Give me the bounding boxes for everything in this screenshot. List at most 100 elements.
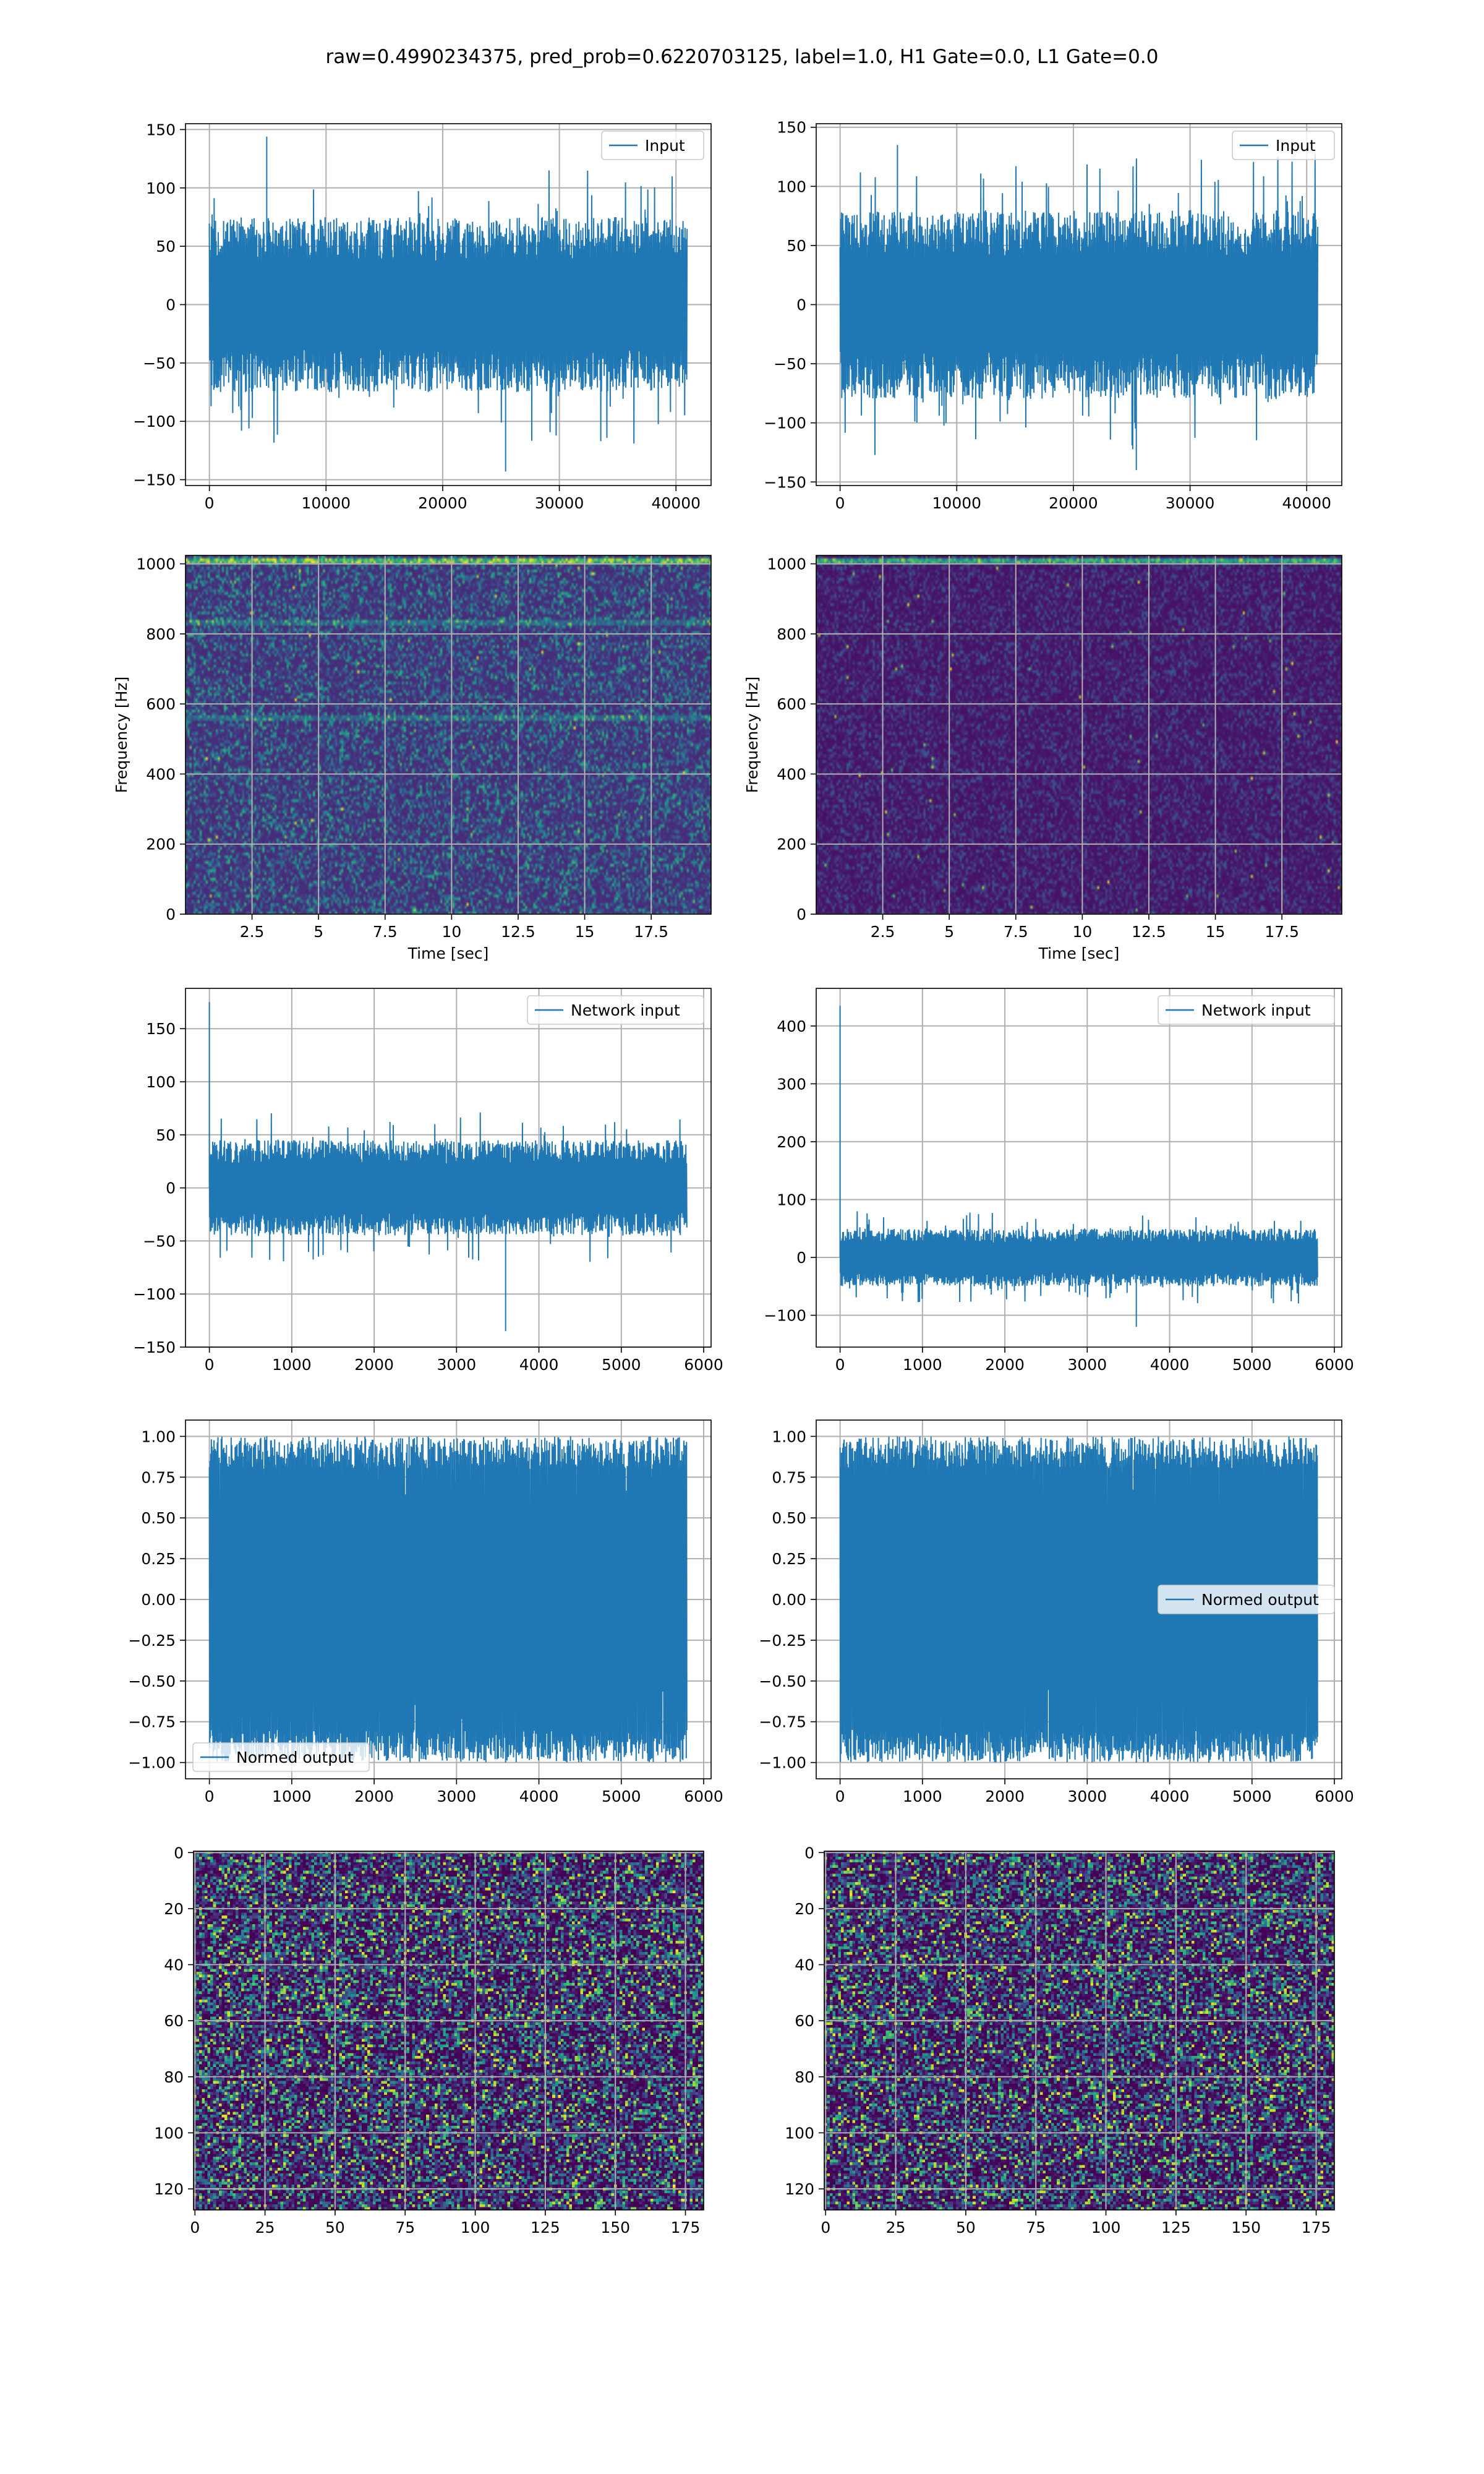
l1-network-input-xticks: 0 1000 2000 3000 4000 5000 6000 — [835, 1347, 1354, 1374]
h1-normed-output-xtick-label: 0 — [205, 1787, 215, 1805]
h1-input-ytick-label: −50 — [143, 354, 176, 372]
h1-input-ytick-label: 50 — [156, 238, 176, 255]
h1-network-input-axes: 0 1000 2000 3000 4000 5000 6000 −150 −100 −50 0 50 1… — [133, 988, 723, 1374]
h1-matrix-ytick-label: 20 — [164, 1900, 184, 1918]
h1-matrix-axes: 0 25 50 75 100 125 150 175 0 20 40 60 80 100 120 — [154, 1844, 704, 2236]
l1-network-input-ytick-label: 100 — [777, 1191, 806, 1209]
h1-spectrogram-grid — [186, 555, 711, 915]
h1-matrix-grid — [194, 1851, 704, 2210]
l1-input-legend-label: Input — [1276, 137, 1316, 155]
h1-input-yticks: −150 −100 −50 0 50 100 150 — [133, 121, 186, 489]
l1-normed-output-axes: 0 1000 2000 3000 4000 5000 6000 −1.00 −0.75 −0.50… — [759, 1419, 1354, 1805]
h1-spectrogram-xticks: 2.5 5 7.5 10 12.5 15 17.5 — [240, 914, 668, 941]
h1-spectrogram-xtick-label: 2.5 — [240, 923, 265, 941]
h1-network-input-xtick-label: 6000 — [684, 1356, 723, 1374]
h1-spectrogram-axes: 2.5 5 7.5 10 12.5 15 17.5 0 200 400 600 800 1000 Time… — [113, 555, 712, 962]
l1-input-ytick-label: −100 — [764, 414, 806, 432]
l1-input-series-line — [839, 145, 1319, 471]
l1-matrix-xtick-label: 175 — [1302, 2219, 1331, 2236]
l1-spectrogram-ytick-label: 400 — [777, 765, 806, 783]
h1-network-input-ytick-label: −150 — [133, 1338, 176, 1356]
l1-input-ytick-label: 100 — [777, 178, 806, 195]
l1-spectrogram-xticks: 2.5 5 7.5 10 12.5 15 17.5 — [871, 914, 1299, 941]
h1-matrix-xtick-label: 0 — [190, 2219, 200, 2236]
h1-network-input-xtick-label: 3000 — [437, 1356, 477, 1374]
h1-network-input-xtick-label: 1000 — [272, 1356, 312, 1374]
h1-input-xtick-label: 0 — [205, 494, 215, 512]
h1-spectrogram-xtick-label: 17.5 — [634, 923, 668, 941]
h1-input-axes: 0 10000 20000 30000 40000 −150 −100 −50 0 50 100 15… — [133, 121, 712, 512]
l1-normed-output-ytick-label: −0.50 — [759, 1672, 806, 1690]
l1-normed-output-xtick-label: 0 — [835, 1787, 845, 1805]
l1-matrix-xtick-label: 50 — [956, 2219, 976, 2236]
h1-normed-output-axes: 0 1000 2000 3000 4000 5000 6000 −1.00 −0.75 −0.50… — [128, 1419, 723, 1805]
h1-normed-output-legend-box — [192, 1742, 370, 1772]
figure-suptitle: raw=0.4990234375, pred_prob=0.6220703125… — [326, 46, 1159, 68]
h1-spectrogram-ytick-label: 800 — [146, 625, 176, 643]
l1-normed-output-xtick-label: 5000 — [1232, 1787, 1272, 1805]
l1-matrix-frame — [824, 1851, 1335, 2211]
h1-input-legend-label: Input — [645, 137, 685, 155]
l1-matrix-xticks: 0 25 50 75 100 125 150 175 — [821, 2210, 1331, 2236]
l1-spectrogram-ytick-label: 600 — [777, 695, 806, 713]
h1-spectrogram-yticks: 0 200 400 600 800 1000 — [136, 555, 186, 923]
l1-normed-output-yticks: −1.00 −0.75 −0.50 −0.25 0.00 0.25 0.50 0.75 1.00 — [759, 1427, 816, 1772]
l1-input-yticks: −150 −100 −50 0 50 100 150 — [764, 119, 816, 491]
l1-normed-output-legend: Normed output — [1158, 1585, 1335, 1614]
l1-network-input-xtick-label: 0 — [835, 1356, 845, 1374]
h1-normed-output-legend: Normed output — [192, 1742, 370, 1772]
l1-input-ytick-label: 50 — [787, 237, 806, 255]
l1-normed-output-xtick-label: 3000 — [1068, 1787, 1107, 1805]
h1-matrix-xticks: 0 25 50 75 100 125 150 175 — [190, 2210, 700, 2236]
h1-spectrogram-image — [186, 555, 711, 914]
l1-matrix-xtick-label: 25 — [886, 2219, 906, 2236]
h1-matrix-xtick-label: 150 — [600, 2219, 630, 2236]
l1-network-input-legend: Network input — [1158, 995, 1335, 1025]
l1-spectrogram-xtick-label: 2.5 — [871, 923, 895, 941]
l1-network-input-ytick-label: −100 — [764, 1307, 806, 1325]
h1-matrix-image — [194, 1851, 704, 2210]
h1-input-xtick-label: 40000 — [651, 494, 701, 512]
l1-network-input-frame — [816, 988, 1342, 1348]
l1-matrix-xtick-label: 75 — [1026, 2219, 1046, 2236]
h1-normed-output-xtick-label: 2000 — [354, 1787, 394, 1805]
h1-network-input-yticks: −150 −100 −50 0 50 100 150 — [133, 1020, 186, 1356]
h1-spectrogram-ylabel: Frequency [Hz] — [113, 677, 130, 794]
l1-spectrogram-xtick-label: 15 — [1206, 923, 1226, 941]
l1-matrix-xtick-label: 100 — [1091, 2219, 1121, 2236]
l1-network-input-xtick-label: 1000 — [903, 1356, 942, 1374]
l1-input-axes: 0 10000 20000 30000 40000 −150 −100 −50 0 50 100 15… — [764, 119, 1342, 512]
l1-normed-output-xticks: 0 1000 2000 3000 4000 5000 6000 — [835, 1779, 1354, 1805]
l1-network-input-xtick-label: 6000 — [1315, 1356, 1354, 1374]
l1-spectrogram-frame — [816, 555, 1342, 915]
h1-matrix-ytick-label: 80 — [164, 2068, 184, 2086]
h1-spectrogram-xlabel: Time [sec] — [407, 944, 489, 962]
l1-matrix-axes: 0 25 50 75 100 125 150 175 0 20 40 60 80 100 120 — [785, 1844, 1335, 2236]
h1-matrix-ytick-label: 40 — [164, 1956, 184, 1974]
h1-network-input-ytick-label: 150 — [146, 1020, 176, 1038]
h1-normed-output-legend-label: Normed output — [236, 1748, 354, 1766]
l1-matrix-xtick-label: 150 — [1231, 2219, 1261, 2236]
l1-network-input-xtick-label: 4000 — [1150, 1356, 1190, 1374]
l1-matrix-ytick-label: 60 — [795, 2012, 814, 2030]
l1-normed-output-legend-box — [1158, 1585, 1335, 1614]
l1-matrix-image — [824, 1851, 1334, 2210]
l1-input-ytick-label: 150 — [777, 119, 806, 137]
h1-normed-output-ytick-label: 1.00 — [141, 1427, 176, 1445]
h1-network-input-ytick-label: 100 — [146, 1073, 176, 1091]
l1-network-input-ytick-label: 0 — [796, 1249, 806, 1267]
h1-network-input-ytick-label: −50 — [143, 1232, 176, 1250]
l1-spectrogram-ytick-label: 800 — [777, 625, 806, 643]
l1-spectrogram-ytick-label: 200 — [777, 836, 806, 854]
h1-matrix-xtick-label: 125 — [531, 2219, 560, 2236]
h1-spectrogram-ytick-label: 0 — [166, 905, 176, 923]
l1-input-xtick-label: 10000 — [932, 494, 982, 512]
l1-spectrogram-axes: 2.5 5 7.5 10 12.5 15 17.5 0 200 400 600 800 1000 Time… — [743, 555, 1342, 962]
h1-normed-output-ytick-label: −0.25 — [128, 1632, 176, 1650]
l1-input-legend: Input — [1232, 131, 1335, 160]
l1-normed-output-xtick-label: 6000 — [1315, 1787, 1354, 1805]
h1-network-input-xtick-label: 4000 — [519, 1356, 559, 1374]
l1-network-input-legend-box — [1158, 995, 1335, 1025]
h1-spectrogram-frame — [185, 555, 712, 915]
